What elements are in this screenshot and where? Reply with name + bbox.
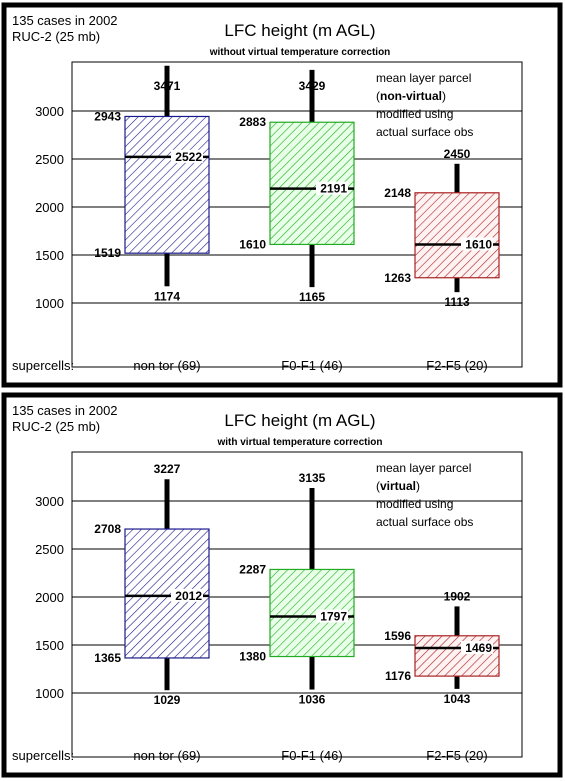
q1-label: 1380 [239, 650, 266, 664]
median-label-bg [171, 149, 203, 163]
header-line1: 135 cases in 2002 [12, 13, 118, 28]
y-tick-label: 1500 [35, 638, 64, 653]
chart-subtitle: with virtual temperature correction [216, 437, 382, 448]
median-label-bg [316, 609, 348, 623]
category-label: F0-F1 (46) [281, 748, 342, 763]
q3-label: 2708 [94, 522, 121, 536]
header-line2: RUC-2 (25 mb) [12, 29, 100, 44]
category-label: F2-F5 (20) [426, 748, 487, 763]
y-gridlines: 1000 1500 2000 2500 3000 [35, 104, 522, 311]
legend-line4: actual surface obs [376, 125, 473, 139]
median-label: 1610 [465, 237, 492, 251]
legend-line4: actual surface obs [376, 515, 473, 529]
q3-label: 2943 [94, 109, 121, 123]
whisker-high-label: 3227 [154, 462, 181, 476]
median-label-bg [461, 640, 493, 654]
panel-top: 135 cases in 2002 RUC-2 (25 mb) LFC heig… [1, 2, 563, 388]
y-tick-label: 1000 [35, 296, 64, 311]
header-line1: 135 cases in 2002 [12, 403, 118, 418]
median-label: 2522 [175, 150, 202, 164]
y-tick-label: 3000 [35, 104, 64, 119]
q1-label: 1263 [384, 271, 411, 285]
chart-title: LFC height (m AGL) [224, 411, 375, 430]
whisker-low-label: 1036 [299, 693, 326, 707]
box-iqr [124, 115, 210, 254]
legend-line1: mean layer parcel [376, 71, 471, 85]
q3-label: 2148 [384, 186, 411, 200]
legend-line1: mean layer parcel [376, 461, 471, 475]
y-tick-label: 2000 [35, 590, 64, 605]
legend-line3: modified using [376, 497, 453, 511]
whisker-high-label: 3471 [154, 79, 181, 93]
supercells-label: supercells: [12, 748, 74, 763]
q3-label: 1596 [384, 629, 411, 643]
category-label: non tor (69) [133, 358, 200, 373]
boxes: 2522 3471 2943 1519 1174 2191 3429 2883 1610 1165… [94, 65, 500, 309]
legend-paren-close: ) [416, 479, 420, 493]
category-label: F2-F5 (20) [426, 358, 487, 373]
whisker-low-label: 1174 [154, 289, 180, 303]
median-label-bg [316, 181, 348, 195]
median-label: 1797 [320, 609, 347, 623]
header-line2: RUC-2 (25 mb) [12, 419, 100, 434]
legend-paren-open: ( [376, 479, 380, 493]
q3-label: 2287 [239, 562, 266, 576]
box-iqr [414, 192, 500, 279]
boxes: 2012 3227 2708 1365 1029 1797 3135 2287 1380 1036… [94, 462, 500, 707]
legend-line2: (virtual) [376, 479, 420, 493]
legend-line3: modified using [376, 107, 453, 121]
whisker-low-label: 1029 [154, 693, 181, 707]
whisker-high-label: 3429 [299, 79, 326, 93]
legend-paren-close: ) [442, 89, 446, 103]
whisker-high-label: 1902 [444, 589, 471, 603]
median-label: 1469 [465, 641, 492, 655]
whisker-high-label: 3135 [299, 471, 326, 485]
category-label: F0-F1 (46) [281, 358, 342, 373]
whisker-high-label: 2450 [444, 147, 471, 161]
legend-bold: non-virtual [380, 89, 442, 103]
category-labels: non tor (69) F0-F1 (46) F2-F5 (20) [133, 748, 487, 763]
legend-line2: (non-virtual) [376, 89, 446, 103]
q1-label: 1610 [239, 237, 266, 251]
whisker-low-label: 1113 [444, 295, 470, 309]
median-label: 2012 [175, 589, 202, 603]
category-label: non tor (69) [133, 748, 200, 763]
median-label-bg [461, 237, 493, 251]
q1-label: 1365 [94, 651, 121, 665]
y-tick-label: 3000 [35, 494, 64, 509]
chart-title: LFC height (m AGL) [224, 21, 375, 40]
legend-paren-open: ( [376, 89, 380, 103]
y-tick-label: 2500 [35, 152, 64, 167]
whisker-low-label: 1165 [299, 290, 325, 304]
y-tick-label: 1500 [35, 248, 64, 263]
y-tick-label: 2500 [35, 542, 64, 557]
median-label-bg [171, 588, 203, 602]
q1-label: 1176 [385, 669, 411, 683]
q3-label: 2883 [239, 115, 266, 129]
legend-bold: virtual [380, 479, 416, 493]
median-label: 2191 [320, 182, 347, 196]
panel-bottom: 135 cases in 2002 RUC-2 (25 mb) LFC heig… [1, 392, 563, 778]
category-labels: non tor (69) F0-F1 (46) F2-F5 (20) [133, 358, 487, 373]
y-tick-label: 1000 [35, 686, 64, 701]
whisker-low-label: 1043 [444, 692, 471, 706]
y-tick-label: 2000 [35, 200, 64, 215]
chart-subtitle: without virtual temperature correction [209, 47, 391, 58]
q1-label: 1519 [94, 246, 121, 260]
supercells-label: supercells: [12, 358, 74, 373]
